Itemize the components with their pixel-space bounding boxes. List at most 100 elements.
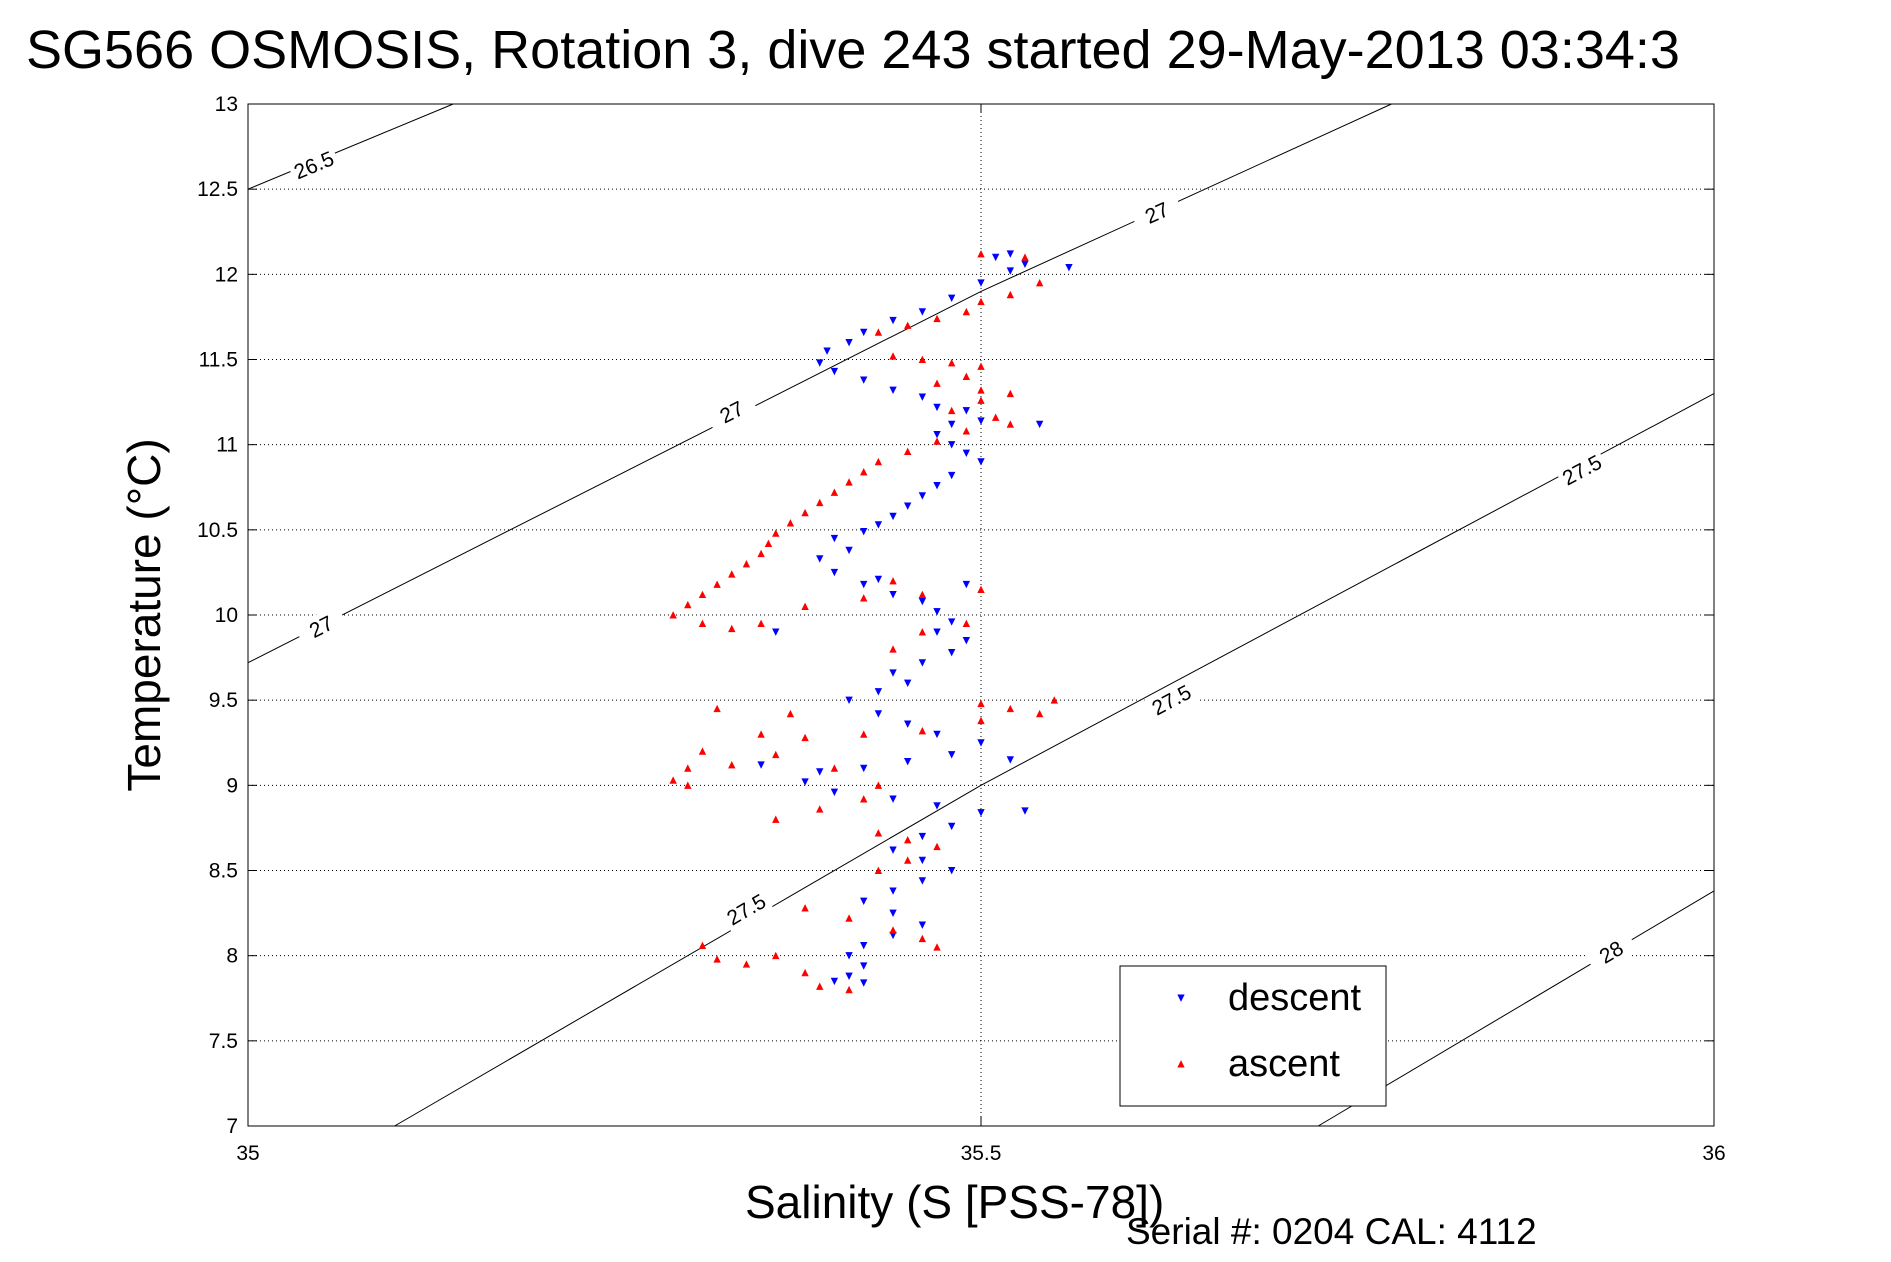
ascent-point — [889, 352, 897, 360]
ascent-point — [918, 590, 927, 599]
ascent-point — [684, 600, 692, 609]
ascent-point — [962, 619, 971, 628]
contour-label-bg — [1129, 191, 1185, 235]
ascent-point — [786, 709, 795, 718]
ascent-point — [933, 379, 941, 387]
isopycnal-line — [247, 103, 1392, 664]
ascent-point — [1021, 253, 1029, 261]
ascent-point — [933, 943, 941, 951]
y-tick-label: 9.5 — [209, 689, 238, 712]
ascent-point — [801, 508, 809, 517]
ascent-point — [1006, 290, 1015, 299]
ascent-point — [786, 519, 795, 527]
ascent-point — [728, 761, 736, 769]
descent-point — [1035, 420, 1044, 429]
y-axis-label: Temperature (°C) — [118, 438, 170, 791]
descent-point — [860, 328, 868, 337]
ascent-point — [962, 307, 971, 316]
descent-point — [947, 822, 956, 831]
descent-point — [962, 407, 971, 415]
descent-point — [904, 720, 912, 728]
descent-point — [816, 555, 824, 563]
contour-label-bg — [1144, 677, 1199, 723]
ascent-point — [742, 960, 751, 968]
descent-point — [860, 764, 868, 773]
ascent-point — [977, 297, 985, 306]
ascent-point — [684, 764, 692, 772]
ascent-point — [933, 842, 941, 851]
ascent-point — [669, 611, 677, 619]
ascent-point — [684, 781, 692, 789]
y-tick-label: 7.5 — [209, 1030, 238, 1053]
legend: descent ascent — [1119, 965, 1387, 1107]
ascent-point — [977, 396, 985, 404]
descent-point — [947, 294, 956, 303]
isopycnal-line — [247, 103, 454, 190]
descent-point — [918, 308, 927, 316]
descent-point — [889, 669, 897, 677]
ascent-point — [772, 951, 780, 960]
ascent-point — [947, 359, 956, 367]
descent-point — [1021, 807, 1029, 815]
ascent-point — [698, 941, 707, 949]
ascent-point — [801, 733, 809, 742]
descent-point — [918, 597, 927, 606]
ascent-point — [801, 904, 809, 912]
ascent-point — [874, 328, 883, 336]
descent-point — [918, 856, 927, 865]
ascent-point — [1035, 278, 1044, 287]
ascent-point — [713, 704, 721, 713]
descent-point — [1006, 756, 1015, 764]
descent-point — [977, 279, 985, 287]
descent-point — [977, 417, 985, 425]
ascent-point — [889, 926, 897, 934]
descent-point — [962, 449, 971, 458]
ascent-point — [757, 730, 765, 738]
descent-point — [904, 757, 912, 766]
contour-label-group: 27.5 — [1144, 677, 1199, 723]
ascent-point — [713, 955, 721, 963]
descent-point — [904, 502, 912, 510]
legend-marker-descent — [1177, 994, 1185, 1002]
descent-point — [874, 575, 883, 584]
chart-title: SG566 OSMOSIS, Rotation 3, dive 243 star… — [26, 20, 1680, 80]
ascent-point — [874, 457, 883, 466]
series-ascent — [669, 250, 1058, 994]
ascent-point — [860, 730, 868, 738]
ascent-point — [991, 413, 1000, 421]
ascent-point — [757, 619, 765, 628]
ascent-point — [874, 866, 883, 874]
contour-label-bg — [1554, 447, 1610, 493]
ascent-point — [1006, 389, 1015, 398]
gridlines — [248, 104, 1714, 1126]
ascent-point — [816, 498, 824, 507]
descent-point — [977, 809, 985, 817]
descent-point — [962, 637, 971, 645]
descent-point — [918, 877, 927, 885]
x-tick-label: 35 — [236, 1142, 259, 1165]
y-tick-label: 8.5 — [209, 860, 238, 883]
descent-point — [860, 979, 868, 987]
y-tick-label: 10 — [215, 604, 238, 627]
descent-point — [860, 376, 868, 384]
descent-point — [874, 521, 883, 529]
contour-label-bg — [1584, 928, 1639, 976]
contour-label-bg — [286, 144, 342, 187]
ascent-point — [757, 549, 765, 558]
legend-label-ascent: ascent — [1228, 1043, 1340, 1085]
ascent-point — [764, 539, 773, 547]
descent-point — [860, 897, 868, 906]
ascent-point — [977, 716, 985, 725]
descent-point — [918, 393, 927, 401]
ascent-point — [1006, 704, 1015, 713]
ascent-point — [1035, 709, 1044, 718]
y-tick-label: 7 — [226, 1115, 238, 1138]
descent-point — [933, 482, 941, 490]
x-tick-label: 36 — [1702, 1142, 1725, 1165]
descent-point — [962, 580, 971, 589]
descent-point — [918, 832, 927, 841]
descent-point — [1006, 250, 1015, 258]
ascent-point — [801, 968, 809, 977]
descent-point — [933, 802, 941, 810]
ascent-point — [918, 726, 927, 735]
